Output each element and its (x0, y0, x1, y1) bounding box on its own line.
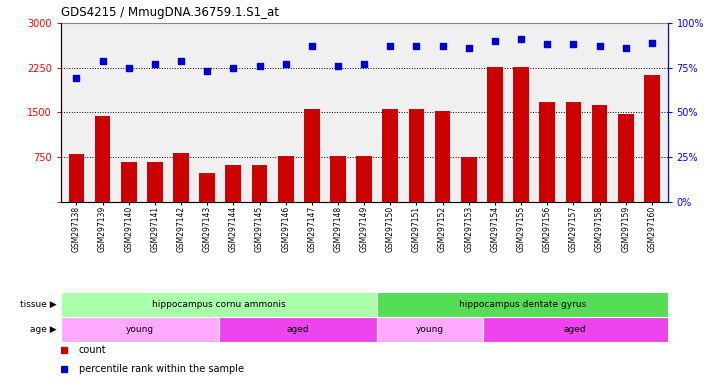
Point (516, 36, 527, 42)
Bar (226, 165, 241, 202)
Bar (199, 173, 215, 202)
Bar (147, 162, 163, 202)
Text: aged: aged (564, 325, 586, 334)
Text: percentile rank within the sample: percentile rank within the sample (79, 364, 244, 374)
Point (385, 43, 396, 49)
Bar (383, 109, 398, 202)
Bar (174, 153, 189, 202)
Point (646, 40, 658, 46)
Bar (61, 292, 377, 317)
Point (149, 61, 161, 67)
Bar (219, 317, 377, 342)
Bar (513, 67, 529, 202)
Point (594, 43, 605, 49)
Bar (304, 109, 320, 202)
Text: young: young (126, 325, 154, 334)
Bar (377, 292, 668, 317)
Bar (461, 157, 477, 202)
Bar (539, 102, 555, 202)
Bar (69, 154, 84, 202)
Point (228, 65, 239, 71)
Point (123, 65, 134, 71)
Point (280, 61, 291, 67)
Bar (278, 156, 293, 202)
Bar (483, 317, 668, 342)
Bar (408, 109, 424, 202)
Text: tissue ▶: tissue ▶ (21, 300, 57, 309)
Bar (377, 317, 483, 342)
Bar (251, 165, 267, 202)
Text: age ▶: age ▶ (31, 325, 57, 334)
Point (489, 38, 501, 44)
Bar (592, 104, 608, 202)
Point (253, 63, 265, 69)
Point (358, 61, 370, 67)
Point (71, 75, 82, 81)
Point (541, 41, 553, 48)
Point (437, 43, 448, 49)
Bar (330, 156, 346, 202)
Point (176, 58, 187, 64)
Text: count: count (79, 345, 106, 356)
Point (568, 41, 579, 48)
Text: GDS4215 / MmugDNA.36759.1.S1_at: GDS4215 / MmugDNA.36759.1.S1_at (61, 6, 278, 19)
Bar (61, 317, 219, 342)
Text: young: young (416, 325, 444, 334)
Point (306, 43, 318, 49)
Point (620, 45, 631, 51)
Bar (487, 67, 503, 202)
Text: aged: aged (287, 325, 309, 334)
Point (332, 63, 343, 69)
Bar (435, 111, 451, 202)
Point (201, 68, 213, 74)
Bar (565, 102, 581, 202)
Text: hippocampus cornu ammonis: hippocampus cornu ammonis (152, 300, 286, 309)
Bar (121, 162, 136, 202)
Bar (95, 116, 111, 202)
Point (411, 43, 422, 49)
Point (97, 58, 109, 64)
Bar (644, 75, 660, 202)
Bar (618, 114, 633, 202)
Bar (356, 156, 372, 202)
Text: hippocampus dentate gyrus: hippocampus dentate gyrus (459, 300, 586, 309)
Point (463, 45, 475, 51)
